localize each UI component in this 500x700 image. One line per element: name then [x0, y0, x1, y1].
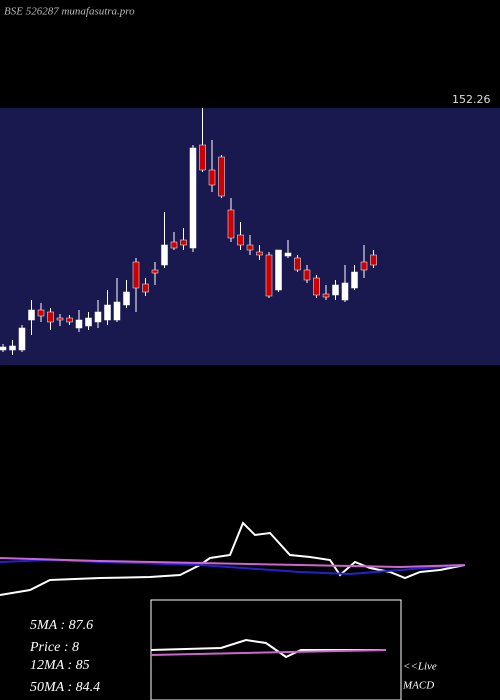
candle-body: [85, 317, 92, 327]
candle-body: [208, 169, 216, 186]
candle-body: [161, 244, 168, 266]
candle-body: [94, 311, 102, 323]
macd-label: MACD: [402, 680, 434, 692]
candle-body: [275, 249, 282, 291]
candle-body: [303, 269, 311, 281]
candle-body: [341, 282, 349, 301]
candle-body: [170, 241, 178, 249]
indicator-line: [150, 638, 386, 659]
candle-body: [18, 327, 26, 351]
candle-body: [75, 319, 83, 329]
candle-body: [189, 147, 197, 249]
candle-body: [142, 283, 149, 293]
y-tick-label: 152.26: [452, 93, 491, 106]
candle-body: [322, 293, 330, 298]
candle-body: [332, 284, 339, 296]
chart-title: BSE 526287 munafasutra.pro: [4, 6, 135, 18]
candle-body: [265, 254, 273, 297]
candle-body: [246, 244, 254, 251]
candle-body: [132, 261, 140, 289]
candle-body: [370, 254, 377, 266]
candle-body: [0, 346, 7, 351]
candle-body: [151, 269, 159, 274]
candle-body: [47, 311, 54, 323]
indicator-line: [0, 521, 466, 596]
live-link[interactable]: <<Live: [403, 661, 437, 673]
price-label: Price : 8: [29, 640, 79, 655]
ma-label: 5MA : 87.6: [30, 618, 93, 633]
candle-body: [237, 234, 244, 246]
candle-body: [28, 309, 35, 321]
indicator-line: [0, 557, 466, 569]
candle-body: [66, 317, 73, 323]
candle-body: [313, 277, 320, 296]
candle-body: [294, 257, 301, 271]
candle-body: [218, 156, 225, 197]
candle-body: [104, 304, 111, 321]
candle-body: [113, 301, 121, 321]
ma-label: 50MA : 84.4: [30, 680, 100, 695]
candle-body: [9, 345, 16, 351]
candle-body: [56, 317, 64, 321]
candle-body: [284, 252, 292, 257]
candle-body: [360, 261, 368, 271]
candle-body: [123, 291, 130, 306]
ma-label: 12MA : 85: [30, 658, 90, 673]
candle-body: [37, 309, 45, 317]
candle-body: [227, 209, 235, 239]
candle-body: [180, 239, 187, 246]
indicator-line: [150, 649, 387, 656]
candle-body: [351, 271, 358, 289]
candle-body: [256, 251, 263, 256]
candle-body: [199, 144, 206, 171]
